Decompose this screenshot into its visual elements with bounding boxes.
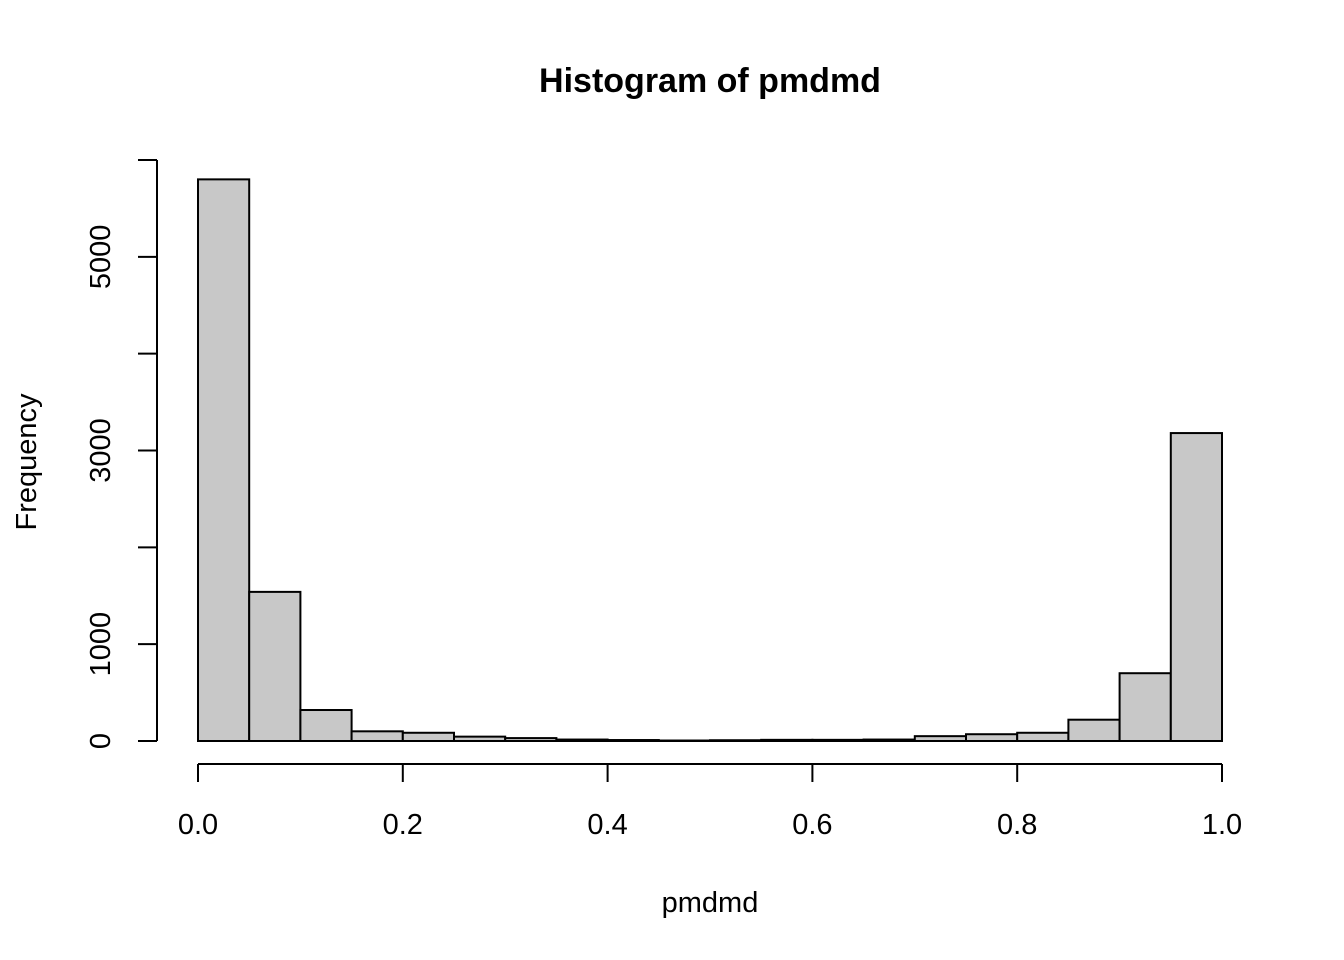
- x-axis-label: pmdmd: [662, 887, 759, 919]
- histogram-bar-14: [862, 738, 916, 742]
- y-axis: 0 1000 3000 5000: [85, 159, 158, 749]
- histogram-bar-8: [555, 738, 609, 742]
- histogram-bar-19: [1118, 672, 1172, 743]
- x-tick-label: 1.0: [1202, 809, 1242, 841]
- y-tick-label: 3000: [85, 418, 117, 483]
- histogram-bar-17: [1016, 731, 1070, 742]
- histogram-bar-12: [760, 738, 814, 743]
- histogram-bar-16: [965, 733, 1019, 743]
- y-axis-label: Frequency: [11, 393, 43, 531]
- histogram-bar-4: [350, 730, 404, 742]
- histogram-bar-3: [299, 709, 353, 742]
- bars-group: [197, 178, 1224, 743]
- histogram-bar-18: [1067, 718, 1121, 742]
- x-tick-label: 0.6: [792, 809, 832, 841]
- x-tick-label: 0.0: [178, 809, 218, 841]
- y-tick-label: 0: [85, 733, 117, 749]
- y-tick-label: 5000: [85, 225, 117, 290]
- histogram-bar-7: [504, 737, 558, 742]
- histogram-bar-6: [453, 735, 507, 743]
- histogram-bar-20: [1169, 432, 1224, 742]
- histogram-bar-9: [606, 739, 660, 743]
- histogram-bar-5: [401, 731, 455, 742]
- x-tick-label: 0.4: [587, 809, 627, 841]
- histogram-bar-1: [197, 178, 251, 743]
- x-tick-label: 0.2: [383, 809, 423, 841]
- y-tick-label: 1000: [85, 612, 117, 677]
- chart-title: Histogram of pmdmd: [539, 62, 881, 100]
- x-axis: 0.0 0.2 0.4 0.6 0.8 1.0: [178, 763, 1242, 841]
- histogram-bar-13: [811, 738, 865, 743]
- histogram-bar-2: [248, 590, 302, 742]
- x-tick-label: 0.8: [997, 809, 1037, 841]
- histogram-bar-11: [709, 739, 763, 743]
- histogram-bar-15: [913, 735, 967, 742]
